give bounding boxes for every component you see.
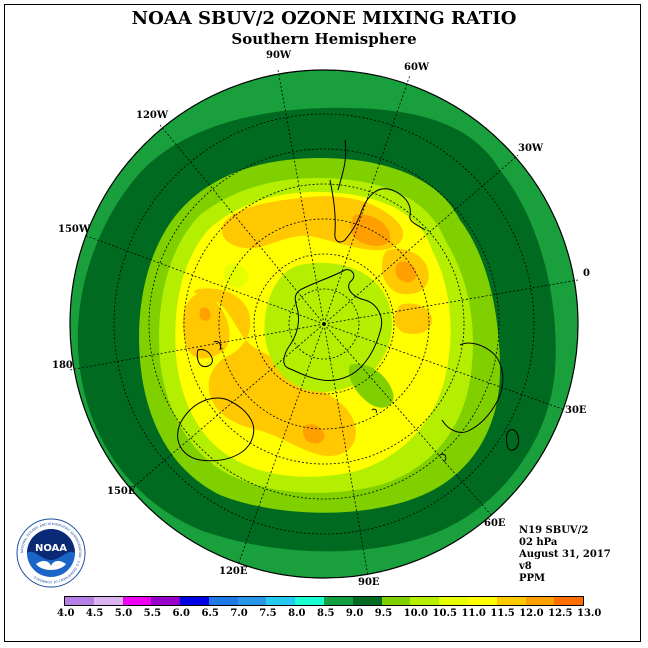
colorbar-labels: 4.0 4.5 5.0 5.5 6.0 6.5 7.0 7.5 8.0 8.5 9.0 9.5 10.0… <box>54 608 601 622</box>
map-subtitle: Southern Hemisphere <box>231 30 417 48</box>
info-level: 02 hPa <box>519 537 558 548</box>
colorbar <box>64 596 584 606</box>
info-satellite: N19 SBUV/2 <box>519 525 589 536</box>
colorbar-tick-label: 8.5 <box>317 608 335 619</box>
colorbar-swatch <box>381 597 411 605</box>
field-level-11-5 <box>350 214 391 246</box>
lon-label-0: 0 <box>583 268 590 279</box>
lon-label-60e: 60E <box>484 518 506 529</box>
colorbar-swatch <box>295 597 325 605</box>
lon-label-180: 180 <box>52 360 73 371</box>
colorbar-swatch <box>525 597 555 605</box>
colorbar-swatch <box>180 597 209 605</box>
lon-label-90w: 90W <box>266 50 292 61</box>
colorbar-tick-label: 7.5 <box>259 608 277 619</box>
logo-text: NOAA <box>35 543 67 554</box>
colorbar-tick-label: 11.5 <box>490 608 515 619</box>
lon-label-120e: 120E <box>219 566 248 577</box>
colorbar-tick-label: 10.0 <box>403 608 429 619</box>
colorbar-tick-label: 6.5 <box>201 608 219 619</box>
colorbar-swatch <box>122 597 152 605</box>
lon-label-60w: 60W <box>404 62 430 73</box>
colorbar-swatch <box>237 597 267 605</box>
colorbar-swatch <box>410 597 440 605</box>
colorbar-swatch <box>352 597 382 605</box>
colorbar-swatch <box>208 597 238 605</box>
colorbar-swatch <box>439 597 468 605</box>
map-boundary <box>69 69 579 579</box>
colorbar-swatch <box>65 597 94 605</box>
info-block: N19 SBUV/2 02 hPa August 31, 2017 v8 PPM <box>519 525 611 585</box>
colorbar-tick-label: 4.5 <box>85 608 104 619</box>
colorbar-tick-label: 12.0 <box>519 608 544 619</box>
colorbar-tick-label: 9.5 <box>374 608 393 619</box>
lon-label-150e: 150E <box>107 486 136 497</box>
lon-label-30e: 30E <box>565 405 587 416</box>
colorbar-tick-label: 12.5 <box>548 608 573 619</box>
colorbar-swatch <box>93 597 123 605</box>
lon-label-120w: 120W <box>136 110 169 121</box>
colorbar-tick-label: 13.0 <box>577 608 602 619</box>
colorbar-tick-label: 10.5 <box>432 608 457 619</box>
colorbar-tick-label: 4.0 <box>57 608 75 619</box>
colorbar-tick-label: 5.0 <box>114 608 133 619</box>
info-date: August 31, 2017 <box>519 549 611 560</box>
colorbar-tick-label: 6.0 <box>172 608 190 619</box>
colorbar-swatch <box>151 597 181 605</box>
map-title: NOAA SBUV/2 OZONE MIXING RATIO <box>131 8 517 29</box>
colorbar-tick-label: 8.0 <box>288 608 306 619</box>
coastlines <box>177 139 519 463</box>
info-units: PPM <box>519 573 546 584</box>
info-version: v8 <box>519 561 532 572</box>
lon-label-90e: 90E <box>358 577 380 588</box>
colorbar-swatch <box>324 597 353 605</box>
colorbar-swatch <box>496 597 526 605</box>
noaa-logo: NOAA NATIONAL OCEANIC AND ATMOSPHERIC AD… <box>16 518 86 588</box>
plot-frame <box>4 4 641 642</box>
lon-label-150w: 150W <box>58 224 91 235</box>
colorbar-tick-label: 5.5 <box>143 608 162 619</box>
colorbar-swatch <box>554 597 584 605</box>
lon-label-30w: 30W <box>518 143 544 154</box>
graticule <box>69 69 579 577</box>
colorbar-tick-label: 7.0 <box>230 608 248 619</box>
colorbar-swatch <box>266 597 296 605</box>
colorbar-tick-label: 9.0 <box>345 608 364 619</box>
colorbar-tick-label: 11.0 <box>461 608 486 619</box>
colorbar-swatch <box>467 597 497 605</box>
